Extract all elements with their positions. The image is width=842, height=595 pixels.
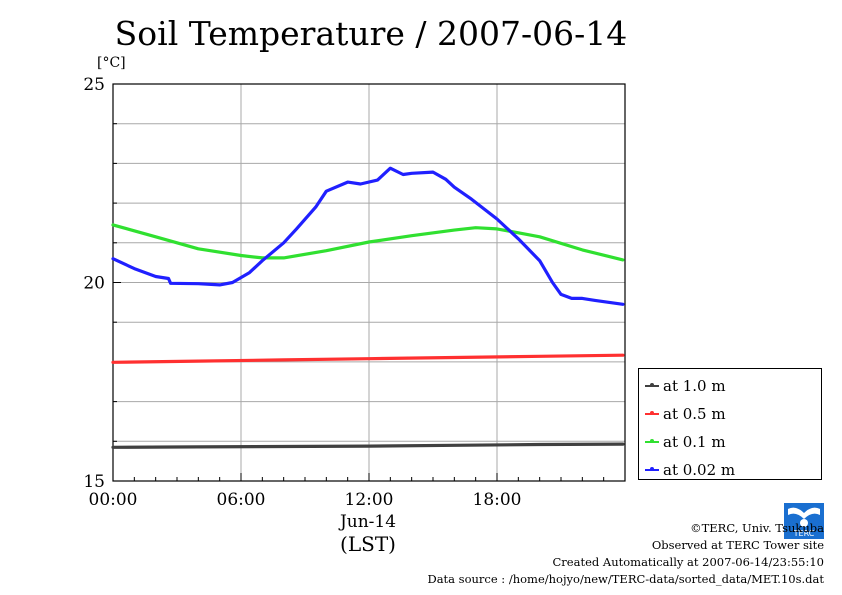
legend-label: at 0.1 m xyxy=(663,433,726,451)
x-date-label: Jun-14 xyxy=(339,512,397,532)
y-unit-label: [°C] xyxy=(97,55,126,71)
x-tick-label: 00:00 xyxy=(89,490,138,510)
credit-line: Observed at TERC Tower site xyxy=(651,538,824,552)
legend-swatch xyxy=(645,383,659,387)
series-line-at-0-5-m xyxy=(111,353,625,364)
legend-item: at 0.5 m xyxy=(645,403,726,425)
legend-item: at 1.0 m xyxy=(645,375,726,397)
legend-item: at 0.1 m xyxy=(645,431,726,453)
credit-line: ©TERC, Univ. Tsukuba xyxy=(690,521,824,535)
credits: ©TERC, Univ. Tsukuba Observed at TERC To… xyxy=(427,520,824,588)
x-tick-label: 12:00 xyxy=(345,490,394,510)
x-axis-label: (LST) xyxy=(340,532,396,556)
legend-swatch xyxy=(645,439,659,443)
chart-title: Soil Temperature / 2007-06-14 xyxy=(114,14,628,53)
logo-text: TERC xyxy=(793,529,815,538)
credit-line: Data source : /home/hojyo/new/TERC-data/… xyxy=(427,572,824,586)
legend-label: at 0.5 m xyxy=(663,405,726,423)
y-tick-label: 20 xyxy=(83,274,105,294)
y-tick-label: 15 xyxy=(83,472,105,492)
series-line-at-0-02-m xyxy=(111,166,625,306)
x-tick-label: 18:00 xyxy=(473,490,522,510)
legend-label: at 1.0 m xyxy=(663,377,726,395)
legend-label: at 0.02 m xyxy=(663,461,736,479)
legend-swatch xyxy=(645,411,659,415)
series-line-at-1-0-m xyxy=(111,442,625,449)
legend-swatch xyxy=(645,467,659,471)
terc-logo: TERC xyxy=(784,503,824,539)
x-tick-label: 06:00 xyxy=(217,490,266,510)
credit-line: Created Automatically at 2007-06-14/23:5… xyxy=(552,555,825,569)
series-line-at-0-1-m xyxy=(111,223,625,262)
y-tick-label: 25 xyxy=(83,75,105,95)
legend-item: at 0.02 m xyxy=(645,459,735,481)
legend: at 1.0 m at 0.5 m at 0.1 m at 0.02 m xyxy=(638,368,822,480)
